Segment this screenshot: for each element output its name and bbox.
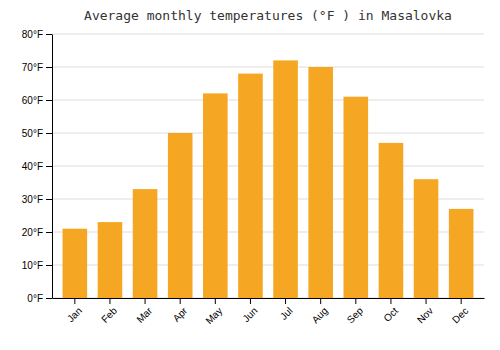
x-tick: Feb bbox=[99, 298, 119, 325]
y-tick-label: 50°F bbox=[22, 128, 43, 139]
y-tick: 20°F bbox=[22, 227, 52, 238]
title: Average monthly temperatures (°F ) in Ma… bbox=[84, 8, 452, 23]
x-tick-label: Nov bbox=[415, 305, 435, 325]
bar bbox=[168, 133, 193, 298]
x-tick: May bbox=[203, 298, 224, 326]
x-tick-label: Apr bbox=[171, 305, 190, 324]
x-tick-mark bbox=[461, 298, 462, 304]
bar bbox=[414, 179, 439, 298]
y-tick-label: 70°F bbox=[22, 62, 43, 73]
plot: 0°F 10°F 20°F 30°F 40°F 50°F 60°F 70°F 80°F Jan Fe… bbox=[22, 29, 485, 327]
x-tick-mark bbox=[180, 298, 181, 304]
bar bbox=[98, 222, 123, 298]
x-tick-mark bbox=[426, 298, 427, 304]
grid-line bbox=[52, 34, 484, 35]
y-tick-mark bbox=[46, 34, 52, 35]
x-tick-mark bbox=[145, 298, 146, 304]
y-tick: 60°F bbox=[22, 95, 52, 106]
grid bbox=[52, 34, 484, 298]
bars bbox=[63, 60, 474, 298]
x-tick: Nov bbox=[415, 298, 435, 325]
x-tick: Mar bbox=[134, 298, 154, 325]
y-tick-label: 30°F bbox=[22, 194, 43, 205]
y-tick-label: 20°F bbox=[22, 227, 43, 238]
y-axis: 0°F 10°F 20°F 30°F 40°F 50°F 60°F 70°F 80°F bbox=[22, 29, 53, 304]
y-tick: 70°F bbox=[22, 62, 52, 73]
grid-line bbox=[52, 133, 484, 134]
x-tick-mark bbox=[355, 298, 356, 304]
x-tick-label: Jun bbox=[240, 305, 259, 324]
x-axis-line bbox=[53, 298, 485, 299]
y-tick-mark bbox=[46, 67, 52, 68]
grid-line bbox=[52, 166, 484, 167]
y-tick: 50°F bbox=[22, 128, 52, 139]
x-tick-label: Aug bbox=[310, 305, 330, 325]
x-tick-label: May bbox=[203, 305, 224, 326]
y-tick-label: 80°F bbox=[22, 29, 43, 40]
y-tick: 30°F bbox=[22, 194, 52, 205]
x-tick-mark bbox=[109, 298, 110, 304]
y-tick-mark bbox=[46, 298, 52, 299]
y-tick-mark bbox=[46, 232, 52, 233]
bar bbox=[344, 97, 369, 298]
x-tick-label: Sep bbox=[345, 305, 366, 326]
x-tick-label: Jan bbox=[65, 305, 84, 324]
x-tick: Oct bbox=[381, 298, 400, 324]
x-tick-mark bbox=[285, 298, 286, 304]
y-tick: 10°F bbox=[22, 260, 52, 271]
y-tick: 40°F bbox=[22, 161, 52, 172]
bar bbox=[63, 229, 88, 298]
bar bbox=[449, 209, 474, 298]
y-tick-mark bbox=[46, 265, 52, 266]
x-tick: Jan bbox=[65, 298, 84, 324]
x-tick-mark bbox=[250, 298, 251, 304]
y-tick-mark bbox=[46, 199, 52, 200]
x-tick-label: Dec bbox=[450, 305, 470, 325]
y-tick-label: 60°F bbox=[22, 95, 43, 106]
y-tick-label: 40°F bbox=[22, 161, 43, 172]
chart: 0°F 10°F 20°F 30°F 40°F 50°F 60°F 70°F 80°F Jan Fe… bbox=[0, 0, 500, 350]
x-tick: Aug bbox=[310, 298, 330, 325]
y-tick-mark bbox=[46, 133, 52, 134]
bar bbox=[308, 67, 333, 298]
y-tick: 0°F bbox=[27, 293, 52, 304]
y-tick-label: 10°F bbox=[22, 260, 43, 271]
x-tick-label: Feb bbox=[99, 305, 119, 325]
x-tick: Dec bbox=[450, 298, 470, 325]
x-tick-mark bbox=[74, 298, 75, 304]
x-tick-label: Oct bbox=[381, 305, 400, 324]
grid-line bbox=[52, 67, 484, 68]
x-tick-label: Jul bbox=[278, 305, 295, 322]
x-tick-mark bbox=[320, 298, 321, 304]
x-tick: Apr bbox=[171, 298, 190, 324]
bar bbox=[379, 143, 404, 298]
y-tick-label: 0°F bbox=[27, 293, 43, 304]
x-axis: Jan Feb Mar Apr May Jun Jul Aug Sep Oct Nov Dec bbox=[53, 298, 485, 326]
y-tick-mark bbox=[46, 166, 52, 167]
grid-line bbox=[52, 100, 484, 101]
x-tick-mark bbox=[390, 298, 391, 304]
x-tick: Jun bbox=[240, 298, 259, 324]
x-tick: Sep bbox=[345, 298, 366, 325]
y-tick-mark bbox=[46, 100, 52, 101]
x-tick: Jul bbox=[278, 298, 295, 322]
bar bbox=[203, 93, 228, 298]
bar bbox=[238, 74, 263, 298]
bar bbox=[273, 60, 298, 298]
y-axis-line bbox=[52, 35, 53, 299]
bar bbox=[133, 189, 158, 298]
x-tick-mark bbox=[215, 298, 216, 304]
y-tick: 80°F bbox=[22, 29, 52, 40]
x-tick-label: Mar bbox=[134, 305, 154, 325]
